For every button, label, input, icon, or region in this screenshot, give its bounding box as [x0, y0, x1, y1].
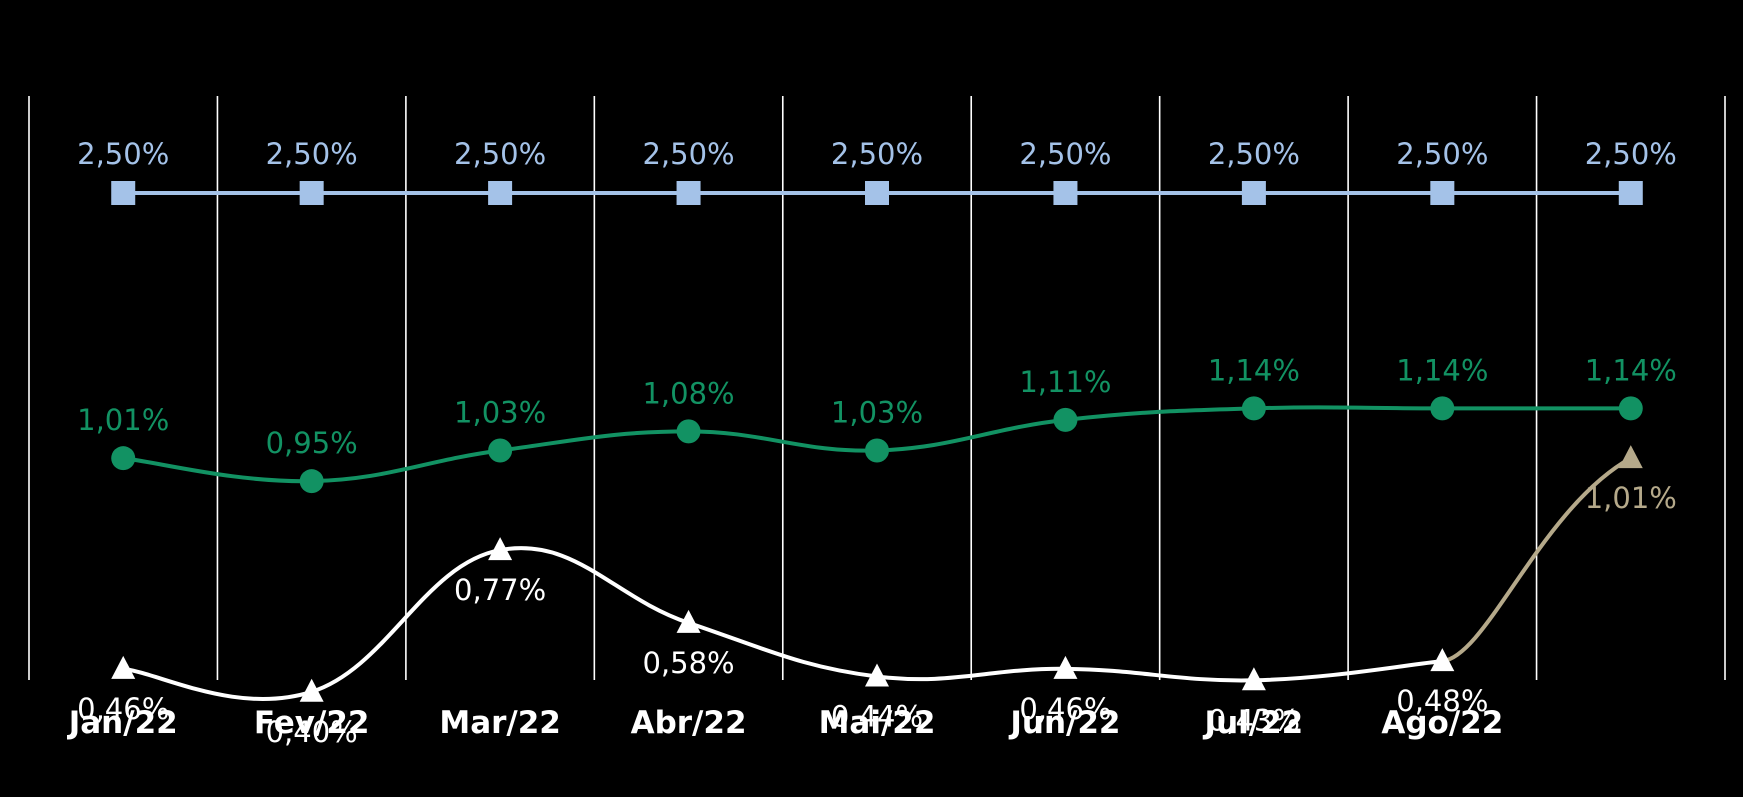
data-label-s1: 2,50% [1396, 137, 1488, 171]
data-point-circle [488, 438, 513, 463]
data-point-triangle [865, 663, 889, 687]
data-label-s3: 0,44% [831, 699, 923, 733]
data-point-square [488, 181, 513, 205]
data-point-square [1430, 181, 1455, 205]
data-point-circle [1053, 407, 1078, 432]
data-label-s3: 0,58% [642, 646, 734, 680]
data-label-s2: 0,95% [266, 426, 358, 460]
data-point-triangle [1241, 667, 1266, 691]
data-point-triangle [676, 609, 701, 633]
category-labels: Jan/22 Fev/22 Mar/22 Abr/22 Mai/22 Jun/22 Jul/… [67, 705, 1504, 741]
data-label-s2: 1,08% [642, 376, 734, 410]
data-label-s3: 0,48% [1396, 684, 1488, 718]
data-point-triangle [1053, 655, 1078, 679]
data-labels: 2,50% 2,50% 2,50% 2,50% 2,50% 2,50% 2,50% 2,50%… [77, 137, 1677, 749]
series-line-s3 [122, 546, 1443, 701]
series-projection-s3 [1441, 456, 1632, 664]
data-label-s1: 2,50% [77, 137, 169, 171]
data-label-s3: 0,40% [266, 715, 358, 749]
data-label-s1: 2,50% [1019, 137, 1111, 171]
data-point-square [1618, 181, 1643, 205]
data-point-circle [1618, 396, 1643, 421]
data-label-s2: 1,03% [454, 396, 546, 430]
data-point-circle [865, 438, 889, 463]
data-label-s2: 1,14% [1396, 353, 1488, 387]
data-label-s3: 0,46% [1019, 692, 1111, 726]
category-label: Jul/22 [1203, 705, 1304, 741]
data-label-s2: 1,01% [77, 403, 169, 437]
category-label: Jun/22 [1008, 705, 1120, 741]
series-markers [111, 181, 1643, 702]
data-point-square [111, 181, 136, 205]
data-point-circle [1430, 396, 1455, 421]
data-label-s3: 0,46% [77, 692, 169, 726]
data-point-triangle [488, 537, 513, 561]
data-point-circle [299, 469, 324, 494]
data-point-square [1053, 181, 1078, 205]
data-label-s3: 0,43% [1208, 703, 1300, 737]
data-point-square [1241, 181, 1266, 205]
data-label-s1: 2,50% [266, 137, 358, 171]
data-label-s2: 1,14% [1585, 353, 1677, 387]
data-label-s1: 2,50% [1585, 137, 1677, 171]
category-label: Mai/22 [819, 705, 936, 741]
data-point-square [299, 181, 324, 205]
data-label-s2: 1,11% [1019, 365, 1111, 399]
data-point-triangle [111, 655, 136, 679]
data-point-circle [676, 419, 701, 444]
data-label-s3: 0,77% [454, 573, 546, 607]
category-label: Abr/22 [631, 705, 747, 741]
data-label-s1: 2,50% [454, 137, 546, 171]
data-point-circle [111, 446, 136, 471]
data-point-square [676, 181, 701, 205]
data-point-circle [1241, 396, 1266, 421]
data-point-triangle [1618, 445, 1643, 469]
data-label-s3: 1,01% [1585, 481, 1677, 515]
data-point-triangle [1430, 648, 1455, 672]
category-label: Jan/22 [67, 705, 178, 741]
category-label: Mar/22 [439, 705, 561, 741]
data-point-triangle [299, 678, 324, 702]
data-label-s2: 1,14% [1208, 353, 1300, 387]
data-label-s1: 2,50% [642, 137, 734, 171]
data-label-s2: 1,03% [831, 396, 923, 430]
category-label: Fev/22 [254, 705, 370, 741]
data-label-s1: 2,50% [831, 137, 923, 171]
data-point-square [865, 181, 889, 205]
data-label-s1: 2,50% [1208, 137, 1300, 171]
category-label: Ago/22 [1381, 705, 1503, 741]
